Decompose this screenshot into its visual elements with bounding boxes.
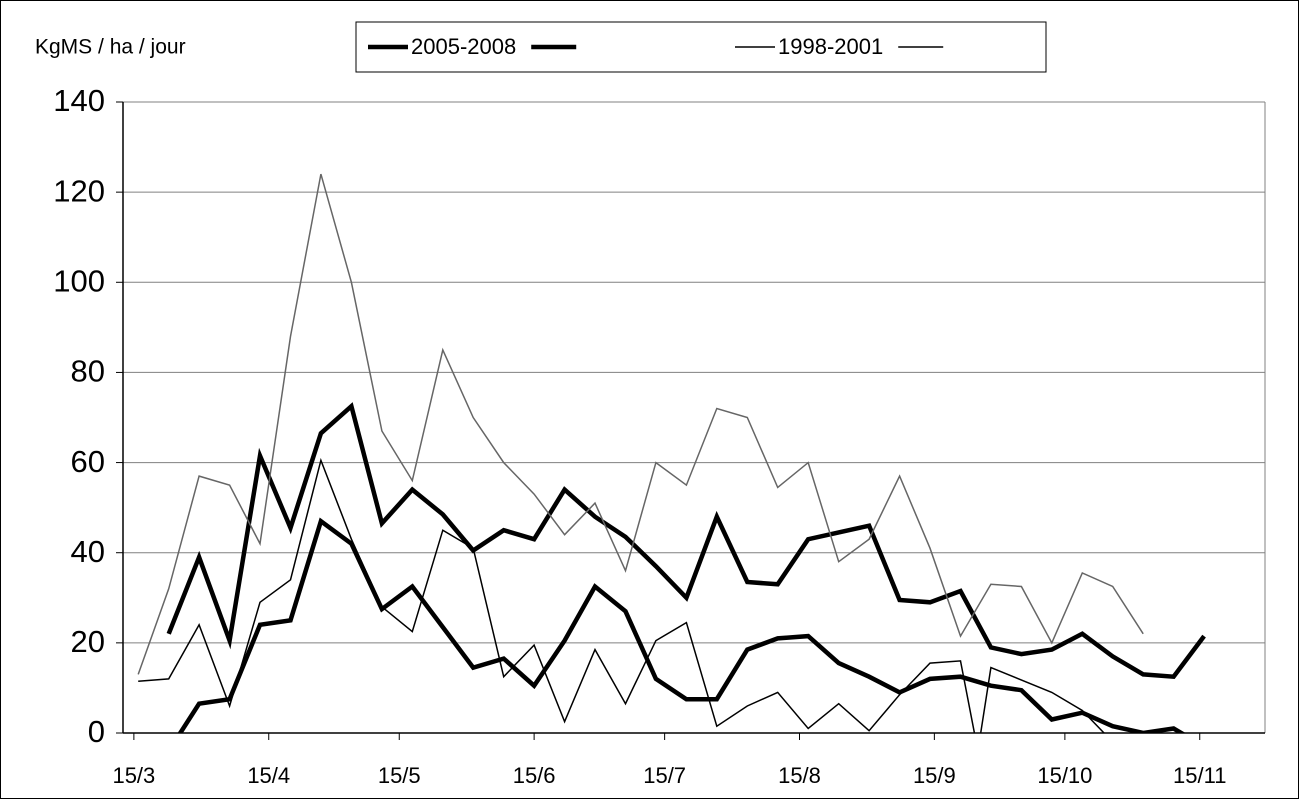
x-tick-label: 15/6	[513, 763, 556, 788]
legend-label: 1998-2001	[778, 34, 883, 59]
y-tick-label: 20	[71, 624, 105, 659]
y-axis-label: KgMS / ha / jour	[35, 36, 186, 59]
y-tick-label: 100	[53, 263, 105, 298]
x-tick-label: 15/11	[1173, 763, 1226, 788]
series-line	[177, 517, 1186, 733]
y-tick-label: 140	[53, 83, 105, 118]
y-tick-label: 60	[71, 444, 105, 479]
y-tick-label: 120	[53, 173, 105, 208]
series-line	[137, 173, 1144, 675]
x-tick-label: 15/8	[778, 763, 821, 788]
x-tick-label: 15/10	[1037, 763, 1092, 788]
x-tick-label: 15/5	[378, 763, 421, 788]
y-tick-label: 80	[71, 354, 105, 389]
x-tick-label: 15/4	[247, 763, 290, 788]
y-tick-label: 0	[88, 714, 105, 749]
x-tick-label: 15/7	[643, 763, 686, 788]
y-tick-label: 40	[71, 534, 105, 569]
x-tick-label: 15/9	[913, 763, 956, 788]
series-line	[138, 457, 1106, 733]
x-tick-label: 15/3	[112, 763, 155, 788]
legend-label: 2005-2008	[411, 34, 516, 59]
series-line	[166, 402, 1206, 680]
